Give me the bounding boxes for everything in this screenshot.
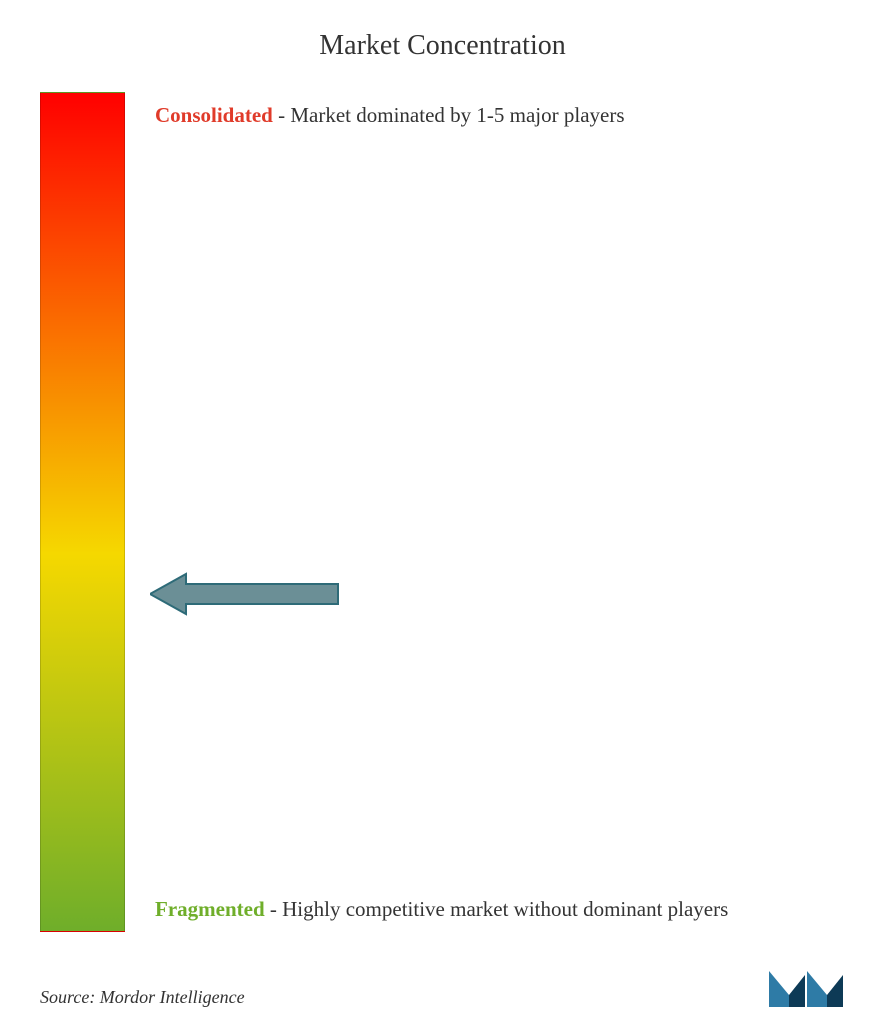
fragmented-text: - Highly competitive market without domi… xyxy=(270,897,728,921)
consolidated-description: Consolidated - Market dominated by 1-5 m… xyxy=(155,92,835,138)
market-position-arrow xyxy=(150,572,340,616)
consolidated-label: Consolidated xyxy=(155,103,273,127)
concentration-gradient-bar xyxy=(40,92,125,932)
fragmented-label: Fragmented xyxy=(155,897,265,921)
content-area: Consolidated - Market dominated by 1-5 m… xyxy=(40,92,845,932)
source-attribution: Source: Mordor Intelligence xyxy=(40,987,245,1008)
mordor-logo xyxy=(767,961,845,1014)
descriptions-column: Consolidated - Market dominated by 1-5 m… xyxy=(125,92,845,932)
consolidated-text: - Market dominated by 1-5 major players xyxy=(278,103,624,127)
chart-title: Market Concentration xyxy=(40,30,845,62)
logo-icon xyxy=(767,961,845,1009)
fragmented-description: Fragmented - Highly competitive market w… xyxy=(155,886,835,932)
arrow-icon xyxy=(150,572,340,616)
